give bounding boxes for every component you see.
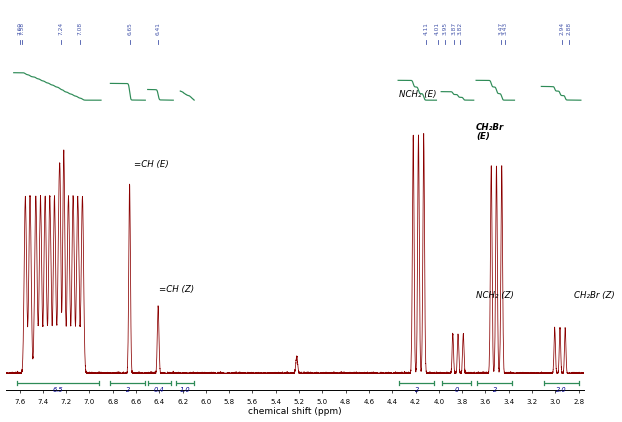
Text: 4.11: 4.11 (424, 22, 429, 35)
Text: 3.82: 3.82 (457, 22, 462, 35)
Text: 2: 2 (493, 387, 497, 393)
Text: 6.41: 6.41 (156, 22, 160, 35)
Text: NCH₂ (Z): NCH₂ (Z) (476, 291, 514, 300)
X-axis label: chemical shift (ppm): chemical shift (ppm) (248, 408, 342, 417)
Text: =CH (Z): =CH (Z) (159, 285, 194, 294)
Text: 2: 2 (126, 387, 130, 393)
Text: 1.0: 1.0 (180, 387, 190, 393)
Text: 3.47: 3.47 (498, 22, 503, 35)
Text: 0: 0 (455, 387, 459, 393)
Text: 0.4: 0.4 (154, 387, 165, 393)
Text: 4.01: 4.01 (435, 22, 440, 35)
Text: =CH (E): =CH (E) (134, 160, 169, 169)
Text: NCH₂ (E): NCH₂ (E) (399, 89, 437, 99)
Text: 3.87: 3.87 (452, 22, 457, 35)
Text: 2.94: 2.94 (560, 22, 565, 35)
Text: 2: 2 (415, 387, 419, 393)
Text: 7.24: 7.24 (59, 22, 64, 35)
Text: 6.5: 6.5 (53, 387, 63, 393)
Text: 6.65: 6.65 (128, 22, 132, 35)
Text: 7.08: 7.08 (78, 22, 83, 35)
Text: 7.60: 7.60 (17, 22, 22, 35)
Text: CH₂Br
(E): CH₂Br (E) (476, 123, 504, 141)
Text: 2.88: 2.88 (567, 22, 572, 35)
Text: 7.58: 7.58 (19, 22, 24, 35)
Text: 3.43: 3.43 (503, 22, 508, 35)
Text: 3.95: 3.95 (442, 22, 447, 35)
Text: 2.0: 2.0 (556, 387, 567, 393)
Text: CH₂Br (Z): CH₂Br (Z) (574, 291, 615, 300)
